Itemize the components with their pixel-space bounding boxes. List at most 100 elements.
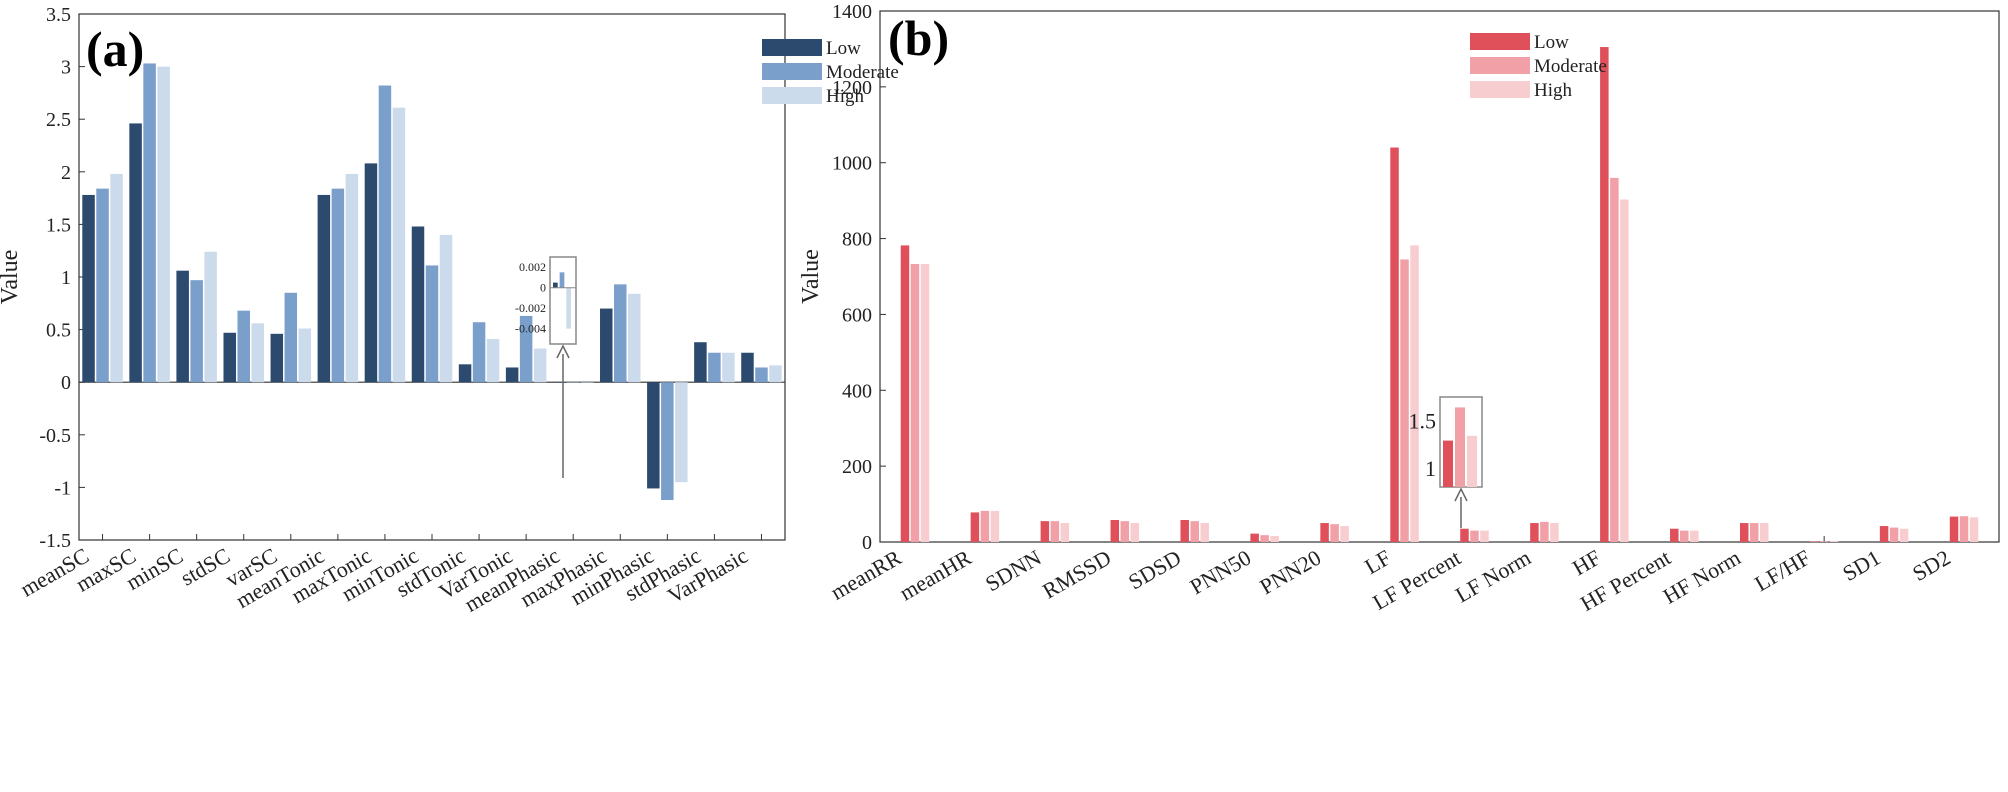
y-tick-label: 1 [61, 267, 71, 289]
bar-high-sd1 [1899, 528, 1909, 542]
bar-high-vartonic [533, 348, 547, 383]
chart-panel-a: -1.5-1-0.500.511.522.533.5ValuemeanSCmax… [0, 4, 899, 617]
bar-moderate-minphasic [661, 382, 674, 501]
bar-low-maxphasic [600, 308, 613, 383]
inset-tick-label: -0.002 [515, 301, 546, 315]
y-tick-label: 3 [61, 57, 71, 79]
bar-low-sd1 [1879, 526, 1889, 542]
y-tick-label: 800 [842, 229, 872, 251]
bar-high-stdtonic [486, 339, 500, 383]
x-tick-label-sd2: SD2 [1908, 545, 1954, 586]
y-tick-label: 1400 [832, 1, 872, 23]
bar-low-pnn20 [1320, 523, 1329, 542]
y-tick-label: 2 [61, 162, 71, 184]
x-tick-label-sdnn: SDNN [981, 545, 1045, 597]
y-axis-label: Value [798, 249, 824, 304]
bar-high-sd2 [1969, 517, 1979, 542]
x-tick-label-lf: LF [1360, 545, 1395, 579]
legend-swatch-high [1470, 81, 1530, 98]
legend-label-low: Low [826, 38, 861, 59]
bar-moderate-maxtonic [378, 85, 392, 383]
bar-moderate-meanphasic [566, 382, 580, 383]
legend-swatch-high [762, 87, 822, 104]
y-tick-label: -0.5 [39, 425, 71, 447]
inset-zoom: 1.51 [1409, 396, 1483, 528]
bar-high-hf [1620, 199, 1629, 542]
bar-high-pnn20 [1340, 526, 1349, 542]
bar-high-stdphasic [722, 352, 735, 383]
bar-low-meanphasic [552, 382, 566, 383]
legend-label-moderate: Moderate [1534, 56, 1607, 77]
legend-swatch-low [762, 39, 822, 56]
bar-moderate-sdsd [1190, 521, 1199, 542]
bar-high-stdsc [251, 323, 264, 383]
bar-low-meanrr [900, 245, 910, 543]
bar-moderate-stdtonic [472, 322, 486, 383]
legend: Low Moderate High [762, 38, 899, 107]
bar-low-varsc [270, 333, 284, 383]
bar-low-stdphasic [694, 342, 707, 383]
bar-high-minphasic [675, 382, 688, 483]
chart-panel-b: 0200400600800100012001400ValuemeanRRmean… [798, 1, 2000, 616]
bar-low-maxsc [129, 123, 142, 383]
bar-low-mintonic [411, 226, 425, 383]
inset-tick-label: 1 [1425, 456, 1436, 481]
bar-low-lf-norm [1530, 523, 1539, 542]
bar-high-meansc [110, 173, 123, 383]
y-tick-label: -1 [54, 477, 71, 499]
bar-high-mintonic [439, 234, 453, 383]
bar-high-meanrr [920, 263, 930, 542]
inset-bar-moderate [559, 272, 565, 288]
bar-low-lf [1390, 147, 1399, 543]
y-tick-label: 200 [842, 456, 872, 478]
bar-low-varphasic [741, 352, 754, 383]
x-tick-label-hf: HF [1568, 545, 1605, 581]
y-tick-label: 1000 [832, 153, 872, 175]
y-tick-label: 2.5 [46, 109, 71, 131]
bar-high-pnn50 [1270, 535, 1279, 542]
inset-zoom: 0.002 0 -0.002 -0.004 [515, 256, 577, 478]
y-tick-label: 0 [61, 372, 71, 394]
bar-moderate-sd2 [1959, 516, 1969, 542]
inset-bar-low [1443, 440, 1453, 487]
bar-low-hf-percent [1670, 528, 1679, 542]
bar-low-sdnn [1040, 521, 1050, 542]
legend-swatch-moderate [1470, 57, 1530, 74]
inset-bar-high [566, 287, 571, 329]
bar-moderate-mintonic [425, 265, 439, 383]
bar-low-maxtonic [364, 163, 378, 383]
bar-high-rmssd [1130, 523, 1140, 542]
x-tick-label-lf-norm: LF Norm [1451, 545, 1535, 608]
bar-moderate-maxsc [143, 63, 156, 383]
bar-high-maxsc [157, 66, 170, 383]
legend-swatch-moderate [762, 63, 822, 80]
bar-high-meanphasic [580, 382, 594, 383]
bar-high-maxtonic [392, 107, 406, 383]
bar-moderate-hf-percent [1680, 530, 1689, 542]
legend-label-moderate: Moderate [826, 62, 899, 83]
bar-moderate-lf [1400, 259, 1409, 542]
bar-low-meantonic [317, 194, 331, 383]
inset-bar-moderate [1455, 407, 1465, 487]
bar-low-minphasic [647, 382, 660, 489]
bar-high-maxphasic [628, 293, 641, 383]
y-tick-label: 1.5 [46, 214, 71, 236]
bar-moderate-maxphasic [614, 284, 627, 383]
y-tick-label: -1.5 [39, 530, 71, 552]
y-tick-label: 400 [842, 380, 872, 402]
inset-frame [549, 256, 577, 345]
bar-high-lf [1410, 245, 1419, 543]
y-tick-label: 1200 [832, 77, 872, 99]
bar-moderate-lf-norm [1540, 521, 1549, 542]
bar-high-hf-norm [1759, 523, 1769, 542]
inset-tick-label: -0.004 [515, 322, 546, 336]
legend-label-low: Low [1534, 32, 1569, 53]
panel-label: (b) [888, 10, 949, 66]
x-tick-label-lf-hf: LF/HF [1750, 545, 1814, 597]
x-tick-label-sd1: SD1 [1838, 545, 1884, 586]
bar-moderate-pnn50 [1260, 535, 1269, 542]
bar-high-lf-norm [1550, 523, 1559, 542]
bar-low-pnn50 [1250, 533, 1259, 542]
y-tick-label: 600 [842, 304, 872, 326]
bar-moderate-varsc [284, 292, 298, 383]
